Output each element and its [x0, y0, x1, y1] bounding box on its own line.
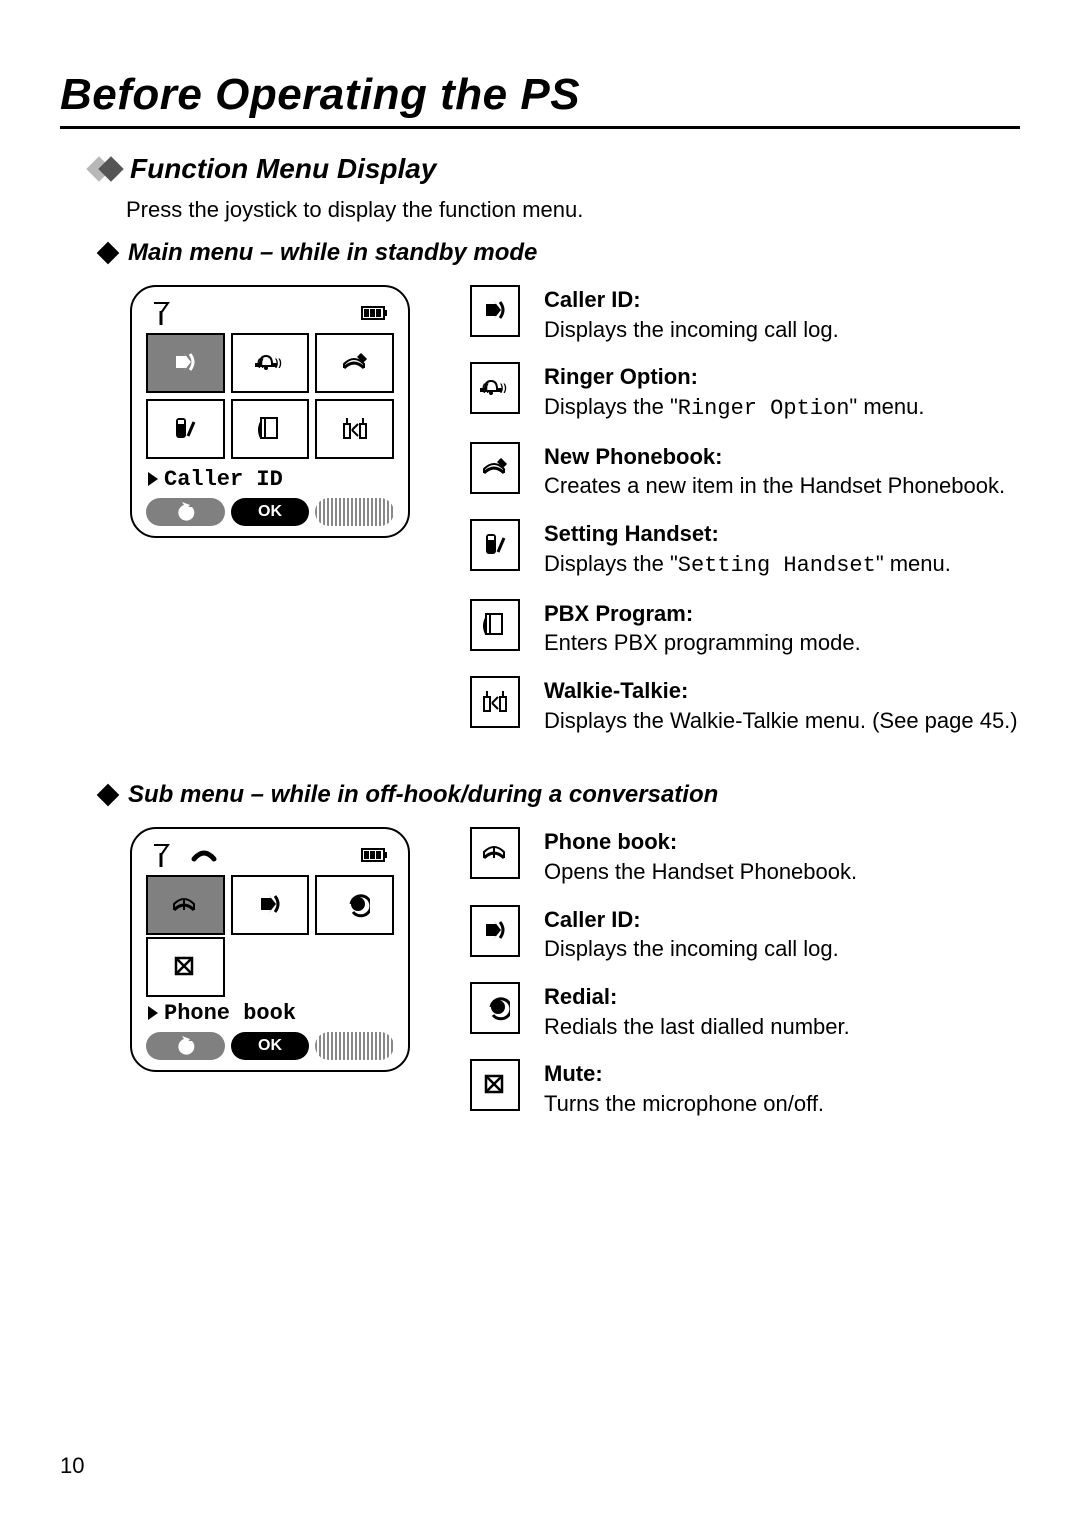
item-desc-post: " menu. [876, 551, 951, 576]
item-desc: Opens the Handset Phonebook. [544, 859, 857, 884]
lcd-main-menu: Caller ID OK [130, 285, 410, 538]
list-item: Mute: Turns the microphone on/off. [470, 1059, 1020, 1118]
item-desc: Enters PBX programming mode. [544, 630, 861, 655]
item-title: Setting Handset: [544, 521, 719, 546]
item-desc: Displays the Walkie-Talkie menu. (See pa… [544, 708, 1018, 733]
item-title: Caller ID: [544, 287, 641, 312]
item-desc-pre: Displays the " [544, 551, 678, 576]
list-item: PBX Program: Enters PBX programming mode… [470, 599, 1020, 658]
item-desc-post: " menu. [849, 394, 924, 419]
item-desc: Displays the incoming call log. [544, 936, 839, 961]
item-title: Phone book: [544, 829, 677, 854]
caller-id-icon [470, 285, 520, 337]
item-title: PBX Program: [544, 601, 693, 626]
list-item: Redial: Redials the last dialled number. [470, 982, 1020, 1041]
section-title: Function Menu Display [130, 153, 436, 185]
list-item: Phone book: Opens the Handset Phonebook. [470, 827, 1020, 886]
softkey-back [146, 1032, 225, 1060]
caller-id-icon [470, 905, 520, 957]
item-title: New Phonebook: [544, 444, 722, 469]
lcd-sub-label: Phone book [146, 999, 394, 1032]
item-desc-pre: Displays the " [544, 394, 678, 419]
lcd-cell-caller-id [146, 333, 225, 393]
item-desc-mono: Ringer Option [678, 396, 850, 421]
item-desc: Creates a new item in the Handset Phoneb… [544, 473, 1005, 498]
section-bullet-icon [90, 160, 120, 178]
list-item: Ringer Option: Displays the "Ringer Opti… [470, 362, 1020, 423]
sub-menu-list: Phone book: Opens the Handset Phonebook.… [470, 827, 1020, 1137]
item-desc: Redials the last dialled number. [544, 1014, 850, 1039]
item-title: Walkie-Talkie: [544, 678, 688, 703]
antenna-icon [150, 299, 178, 327]
lcd-cell-mute [146, 937, 225, 997]
item-title: Caller ID: [544, 907, 641, 932]
item-desc: Displays the incoming call log. [544, 317, 839, 342]
section-intro: Press the joystick to display the functi… [126, 197, 1020, 223]
item-title: Redial: [544, 984, 617, 1009]
item-title: Ringer Option: [544, 364, 698, 389]
subsection-bullet-icon [97, 242, 120, 265]
lcd-main-label: Caller ID [146, 465, 394, 498]
walkie-talkie-icon [470, 676, 520, 728]
setting-handset-icon [470, 519, 520, 571]
lcd-cell-phonebook [146, 875, 225, 935]
list-item: Setting Handset: Displays the "Setting H… [470, 519, 1020, 580]
mute-icon [470, 1059, 520, 1111]
lcd-cell-phonebook [315, 333, 394, 393]
page-title: Before Operating the PS [60, 70, 1020, 120]
softkey-ok: OK [231, 498, 310, 526]
battery-icon [360, 299, 390, 327]
new-phonebook-icon [470, 442, 520, 494]
battery-icon [360, 841, 390, 869]
softkey-right [315, 498, 394, 526]
main-menu-list: Caller ID: Displays the incoming call lo… [470, 285, 1020, 753]
lcd-cell-walkie [315, 399, 394, 459]
item-desc-mono: Setting Handset [678, 553, 876, 578]
page-rule [60, 126, 1020, 129]
subsection-bullet-icon [97, 784, 120, 807]
redial-icon [470, 982, 520, 1034]
phonebook-open-icon [470, 827, 520, 879]
list-item: Caller ID: Displays the incoming call lo… [470, 905, 1020, 964]
lcd-cell-redial [315, 875, 394, 935]
list-item: Walkie-Talkie: Displays the Walkie-Talki… [470, 676, 1020, 735]
page-number: 10 [60, 1453, 84, 1479]
lcd-cell-setting [146, 399, 225, 459]
lcd-cell-ringer [231, 333, 310, 393]
softkey-back [146, 498, 225, 526]
item-desc: Turns the microphone on/off. [544, 1091, 824, 1116]
softkey-ok: OK [231, 1032, 310, 1060]
main-menu-title: Main menu – while in standby mode [128, 239, 537, 267]
antenna-icon [150, 841, 178, 869]
item-title: Mute: [544, 1061, 603, 1086]
ringer-icon [470, 362, 520, 414]
sub-menu-title: Sub menu – while in off-hook/during a co… [128, 781, 718, 809]
list-item: New Phonebook: Creates a new item in the… [470, 442, 1020, 501]
offhook-icon [190, 845, 218, 865]
list-item: Caller ID: Displays the incoming call lo… [470, 285, 1020, 344]
lcd-sub-menu: Phone book OK [130, 827, 410, 1072]
softkey-right [315, 1032, 394, 1060]
pbx-program-icon [470, 599, 520, 651]
lcd-cell-caller-id [231, 875, 310, 935]
lcd-cell-pbx [231, 399, 310, 459]
